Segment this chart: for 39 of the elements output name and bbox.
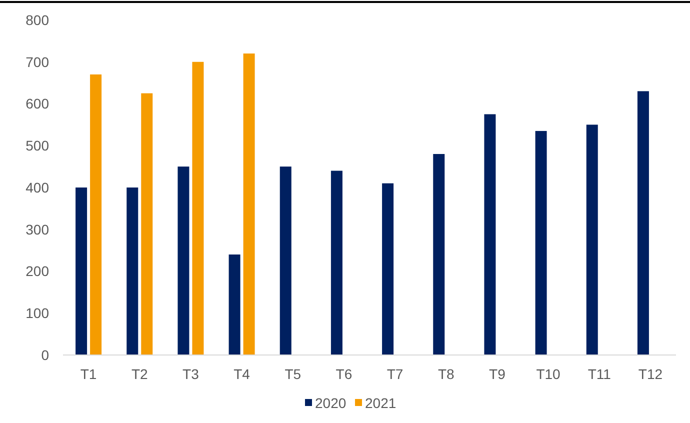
x-tick-label: T7 [386, 366, 404, 382]
y-tick-label: 400 [26, 179, 50, 196]
x-tick-label: T8 [438, 366, 455, 382]
legend-label: 2020 [315, 394, 346, 411]
bar [330, 170, 342, 355]
bar [76, 188, 88, 355]
y-tick-label: 200 [26, 263, 50, 280]
bar [228, 254, 240, 355]
x-tick-label: T11 [588, 366, 612, 382]
bar [192, 62, 204, 355]
bar [535, 130, 547, 355]
bar [141, 93, 153, 355]
x-tick-label: T6 [336, 366, 352, 382]
bar [637, 91, 649, 355]
y-tick-label: 300 [26, 221, 50, 238]
bar [586, 124, 598, 355]
bar [433, 154, 445, 355]
y-tick-label: 600 [26, 96, 50, 112]
bar [382, 183, 394, 355]
y-tick-label: 100 [26, 305, 50, 322]
x-tick-label: T10 [536, 366, 561, 382]
x-tick-label: T9 [489, 366, 506, 382]
x-tick-label: T2 [131, 366, 148, 382]
bar [243, 54, 255, 355]
y-tick-label: 700 [26, 54, 50, 70]
bar [178, 166, 190, 355]
x-tick-label: T4 [234, 366, 250, 382]
legend-label: 2021 [365, 394, 396, 411]
y-tick-label: 800 [26, 12, 50, 28]
bar [280, 166, 292, 355]
y-tick-label: 500 [26, 138, 50, 154]
x-tick-label: T3 [182, 366, 200, 382]
x-tick-label: T12 [638, 366, 663, 382]
bar [90, 74, 102, 355]
bar [126, 188, 138, 355]
y-tick-label: 0 [41, 346, 50, 363]
x-tick-label: T1 [80, 366, 97, 382]
x-tick-label: T5 [284, 366, 302, 382]
bar [484, 114, 496, 355]
